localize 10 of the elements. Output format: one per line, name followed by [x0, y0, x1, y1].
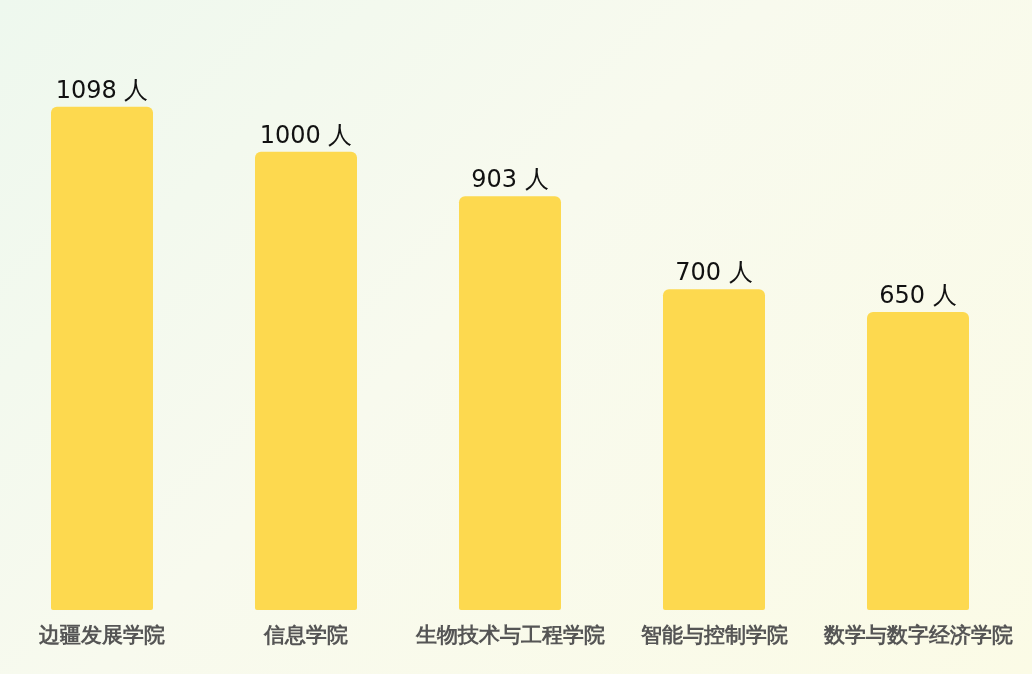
data-label: 1000 人: [259, 120, 353, 149]
data-label: 1098 人: [55, 75, 149, 104]
x-tick-label: 智能与控制学院: [639, 622, 788, 647]
x-tick-label: 信息学院: [263, 622, 348, 647]
data-label: 700 人: [675, 258, 753, 287]
x-tick-label: 边疆发展学院: [38, 622, 165, 647]
data-label: 650 人: [879, 281, 957, 310]
x-tick-label: 生物技术与工程学院: [414, 622, 605, 647]
data-label: 903 人: [471, 165, 549, 194]
x-tick-label: 数学与数字经济学院: [822, 622, 1013, 647]
